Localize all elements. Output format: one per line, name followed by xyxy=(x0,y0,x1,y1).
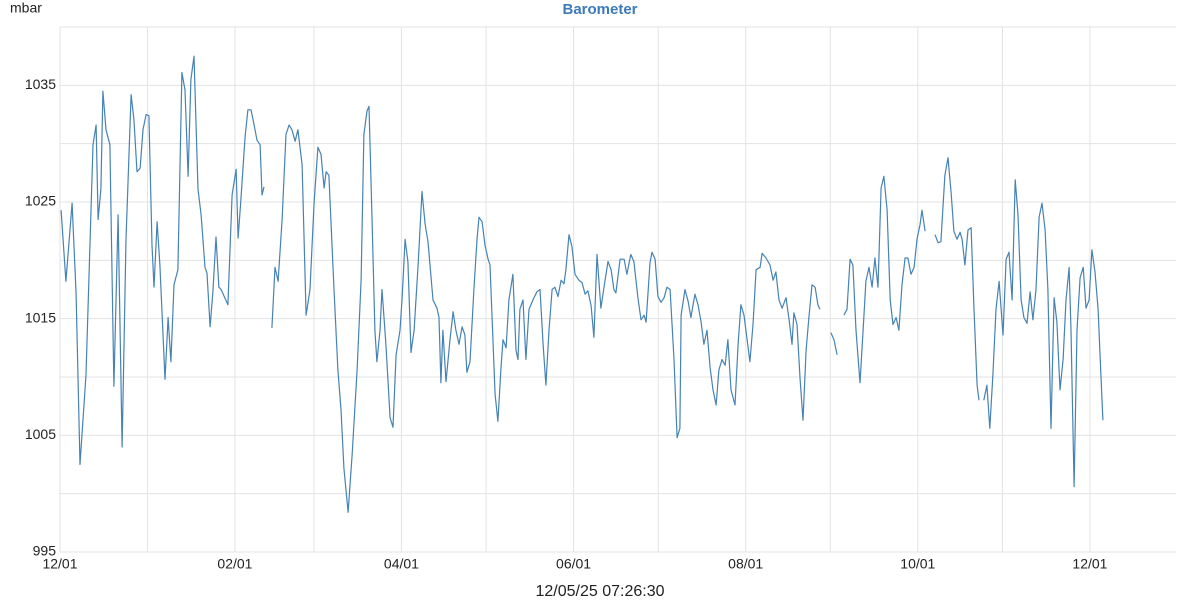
data-line xyxy=(60,55,1104,513)
y-axis-label: mbar xyxy=(10,0,42,16)
y-tick-label: 1015 xyxy=(25,309,56,325)
x-tick-label: 02/01 xyxy=(217,556,252,572)
timestamp: 12/05/25 07:26:30 xyxy=(535,583,664,600)
x-tick-label: 04/01 xyxy=(384,556,419,572)
chart-title: Barometer xyxy=(562,1,637,18)
x-tick-label: 08/01 xyxy=(728,556,763,572)
x-tick-label: 10/01 xyxy=(900,556,935,572)
x-tick-label: 06/01 xyxy=(556,556,591,572)
y-tick-label: 1035 xyxy=(25,76,56,92)
x-tick-label: 12/01 xyxy=(1072,556,1107,572)
x-tick-label: 12/01 xyxy=(42,556,77,572)
y-tick-label: 995 xyxy=(33,543,57,559)
y-tick-label: 1025 xyxy=(25,193,56,209)
y-tick-label: 1005 xyxy=(25,426,56,442)
